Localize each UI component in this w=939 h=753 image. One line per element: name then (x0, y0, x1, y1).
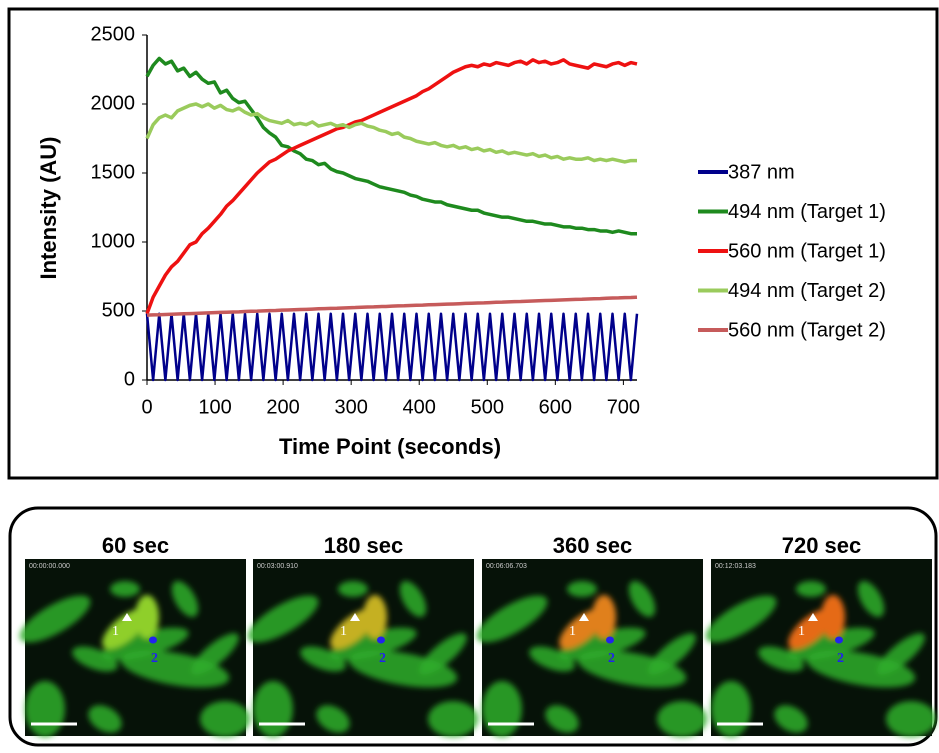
cell (628, 580, 656, 618)
target-cell (821, 595, 845, 639)
x-axis-title: Time Point (seconds) (279, 434, 501, 459)
cell (774, 705, 808, 733)
legend-label: 494 nm (Target 1) (728, 201, 886, 223)
cell (253, 681, 293, 737)
cell (857, 580, 885, 618)
y-tick-label: 0 (124, 368, 135, 390)
data-line (145, 312, 639, 382)
cell (316, 705, 350, 733)
cell (72, 646, 118, 672)
marker-dot (377, 636, 385, 644)
cell (758, 646, 804, 672)
cell (329, 627, 417, 661)
marker-label: 2 (151, 651, 158, 666)
marker-label: 2 (379, 651, 386, 666)
target-cell (363, 595, 387, 639)
legend-label: 387 nm (728, 161, 795, 183)
y-tick-label: 2500 (91, 23, 136, 45)
marker-dot (835, 636, 843, 644)
cell (171, 580, 199, 618)
target-cell (135, 595, 159, 639)
cells (705, 580, 936, 737)
legend-label: 560 nm (Target 1) (728, 240, 886, 262)
x-tick-label: 300 (334, 396, 367, 418)
cells (247, 580, 478, 737)
panel-title: 180 sec (324, 533, 404, 558)
panel-title: 720 sec (782, 533, 862, 558)
cell (101, 627, 189, 661)
cell (545, 705, 579, 733)
target-cell (592, 595, 616, 639)
cell (529, 646, 575, 672)
cell (711, 681, 751, 737)
cell (482, 681, 522, 737)
cell (886, 701, 936, 737)
y-axis-title: Intensity (AU) (36, 137, 61, 280)
cell (419, 633, 467, 675)
cell (476, 595, 548, 643)
panel-title: 360 sec (553, 533, 633, 558)
cell (19, 595, 91, 643)
cell (88, 705, 122, 733)
data-line (145, 102, 637, 164)
cell (110, 581, 140, 597)
cells (476, 580, 707, 737)
cell (247, 595, 319, 643)
marker-label: 1 (569, 624, 576, 639)
marker-label: 1 (340, 624, 347, 639)
x-tick-label: 500 (471, 396, 504, 418)
x-tick-label: 0 (141, 396, 152, 418)
panel-frame (8, 506, 938, 747)
cell (200, 701, 250, 737)
marker-label: 1 (112, 624, 119, 639)
marker-triangle (122, 613, 132, 621)
timestamp: 00:03:00.910 (257, 563, 298, 570)
cell (657, 701, 707, 737)
y-tick-label: 1000 (91, 230, 136, 252)
timestamp: 00:12:03.183 (715, 563, 756, 570)
y-tick-label: 1500 (91, 161, 136, 183)
marker-dot (149, 636, 157, 644)
panel-title: 60 sec (102, 533, 169, 558)
timestamp: 00:06:06.703 (486, 563, 527, 570)
cell (300, 646, 346, 672)
marker-triangle (579, 613, 589, 621)
timestamp: 00:00:00.000 (29, 563, 70, 570)
cell (338, 581, 368, 597)
cell (787, 627, 875, 661)
cell (648, 633, 696, 675)
cell (558, 627, 646, 661)
marker-label: 2 (837, 651, 844, 666)
marker-triangle (808, 613, 818, 621)
data-line (145, 58, 638, 315)
cell (399, 580, 427, 618)
legend-label: 560 nm (Target 2) (728, 319, 886, 341)
marker-triangle (350, 613, 360, 621)
x-tick-label: 600 (539, 396, 572, 418)
x-tick-label: 100 (198, 396, 231, 418)
x-tick-label: 200 (266, 396, 299, 418)
y-tick-label: 500 (102, 299, 135, 321)
cell (796, 581, 826, 597)
data-line (146, 295, 638, 317)
chart-frame (7, 7, 939, 480)
marker-label: 2 (608, 651, 615, 666)
data-line (145, 56, 637, 236)
marker-dot (606, 636, 614, 644)
cell (705, 595, 777, 643)
cell (191, 633, 239, 675)
cell (567, 581, 597, 597)
cell (877, 633, 925, 675)
y-tick-label: 2000 (91, 92, 136, 114)
marker-label: 1 (798, 624, 805, 639)
legend-label: 494 nm (Target 2) (728, 280, 886, 302)
cell (428, 701, 478, 737)
x-tick-label: 400 (403, 396, 436, 418)
cell (25, 681, 65, 737)
x-tick-label: 700 (607, 396, 640, 418)
